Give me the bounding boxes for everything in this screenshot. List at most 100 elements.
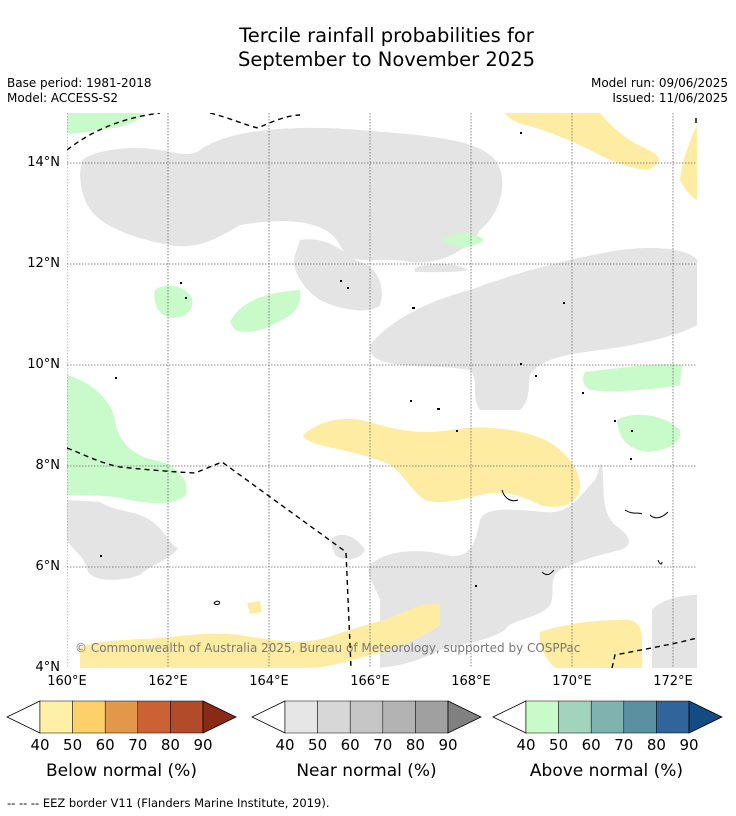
colorbar-above-tick: 80: [646, 736, 666, 754]
above-normal-region-small2: [230, 290, 301, 333]
colorbar-above-tick: 60: [581, 736, 601, 754]
colorbar-near-tick: 40: [275, 736, 295, 754]
eez-border-west: [67, 447, 352, 668]
island-dot: [631, 430, 633, 432]
island-dot: [614, 420, 616, 422]
title-line-2: September to November 2025: [237, 48, 536, 71]
model-run: Model run: 09/06/2025: [590, 76, 728, 90]
lat-label-14n: 14°N: [27, 155, 60, 170]
island-dot: [410, 400, 412, 402]
colorbar-below-segment: [104, 700, 139, 734]
island-dot: [563, 302, 565, 304]
near-normal-region-southeast: [652, 595, 697, 668]
island-dot: [475, 585, 477, 587]
meta-left: Base period: 1981-2018 Model: ACCESS-S2: [7, 76, 152, 106]
colorbar-above-arrow-high: [688, 700, 723, 734]
island-dot: [180, 282, 182, 284]
map-title: Tercile rainfall probabilities for Septe…: [0, 24, 736, 72]
lon-label-160e: 160°E: [47, 674, 87, 689]
colorbar-above-segment: [590, 700, 625, 734]
colorbar-near-tick: 80: [405, 736, 425, 754]
meta-right: Model run: 09/06/2025 Issued: 11/06/2025: [591, 76, 728, 106]
colorbar-near-segment: [317, 700, 351, 734]
colorbar-above-tick: 40: [516, 736, 536, 754]
colorbar-below-segment: [170, 700, 204, 734]
island-outline: [541, 569, 555, 576]
eez-borders: [67, 113, 697, 668]
lat-label-12n: 12°N: [27, 256, 60, 271]
above-normal-region-small1: [154, 285, 193, 318]
lon-label-168e: 168°E: [451, 674, 491, 689]
island-dot: [535, 375, 537, 377]
colorbar-title-above: Above normal (%): [529, 761, 684, 781]
lon-label-166e: 166°E: [350, 674, 390, 689]
lon-label-170e: 170°E: [552, 674, 592, 689]
island-dot: [347, 287, 349, 289]
above-normal-region-east1: [583, 364, 682, 392]
near-normal-region-centre: [294, 239, 382, 311]
below-normal-region-centre: [303, 418, 581, 507]
colorbar-below-segment: [137, 700, 171, 734]
eez-footnote: -- -- -- EEZ border V11 (Flanders Marine…: [7, 796, 330, 810]
island-dot: [340, 280, 342, 282]
colorbars: [6, 700, 723, 734]
above-normal-region-northwest: [67, 113, 145, 134]
near-normal-region-north: [80, 127, 503, 263]
island-dot: [100, 555, 102, 557]
copyright-notice: © Commonwealth of Australia 2025, Bureau…: [75, 641, 581, 655]
map-regions: [67, 113, 697, 668]
colorbar-near-normal: [251, 700, 482, 734]
colorbar-above-tick: 90: [679, 736, 699, 754]
island-dot: [520, 132, 522, 134]
title-line-1: Tercile rainfall probabilities for: [239, 24, 534, 47]
eez-border-north2: [209, 113, 301, 129]
lon-label-162e: 162°E: [148, 674, 188, 689]
colorbar-near-tick: 90: [438, 736, 458, 754]
above-normal-region-west: [67, 375, 187, 504]
colorbar-above-arrow-low: [492, 700, 527, 734]
colorbar-above-normal: [492, 700, 723, 734]
colorbar-near-segment: [349, 700, 384, 734]
colorbar-below-tick: 60: [95, 736, 115, 754]
gridlines: [67, 113, 697, 668]
colorbar-near-segment: [415, 700, 449, 734]
below-normal-region-islet: [247, 601, 262, 614]
above-normal-region-small3: [443, 233, 484, 247]
islands: [100, 132, 633, 587]
island-dot: [630, 458, 632, 460]
colorbar-below-normal: [6, 700, 237, 734]
below-normal-region-southeast: [539, 619, 642, 668]
island-dot: [520, 363, 522, 365]
below-normal-region-east-edge: [680, 125, 697, 200]
near-normal-region-east: [369, 248, 697, 410]
island-dot: [437, 408, 440, 410]
eez-border-north: [67, 113, 161, 151]
colorbar-near-arrow-low: [251, 700, 286, 734]
colorbar-near-arrow-high: [447, 700, 482, 734]
colorbar-below-tick: 80: [160, 736, 180, 754]
base-period: Base period: 1981-2018: [7, 76, 152, 90]
colorbar-near-tick: 60: [340, 736, 360, 754]
colorbar-near-segment: [284, 700, 318, 734]
colorbar-below-tick: 50: [63, 736, 83, 754]
lat-label-6n: 6°N: [35, 559, 61, 574]
island-outline: [624, 509, 643, 515]
lon-label-172e: 172°E: [653, 674, 693, 689]
colorbar-below-tick: 70: [128, 736, 148, 754]
colorbar-above-segment: [525, 700, 559, 734]
colorbar-title-below: Below normal (%): [46, 761, 197, 781]
island-outline: [657, 559, 663, 565]
colorbar-title-near: Near normal (%): [296, 761, 437, 781]
colorbar-above-tick: 70: [614, 736, 634, 754]
island-dot: [456, 430, 458, 432]
island-dot: [115, 377, 117, 379]
above-normal-region-east2: [617, 414, 681, 452]
island-outlines: [213, 489, 669, 606]
colorbar-below-arrow-high: [202, 700, 237, 734]
colorbar-above-segment: [623, 700, 657, 734]
colorbar-below-segment: [72, 700, 106, 734]
below-normal-region-northeast: [505, 113, 659, 170]
colorbar-below-segment: [39, 700, 73, 734]
lon-label-164e: 164°E: [249, 674, 289, 689]
